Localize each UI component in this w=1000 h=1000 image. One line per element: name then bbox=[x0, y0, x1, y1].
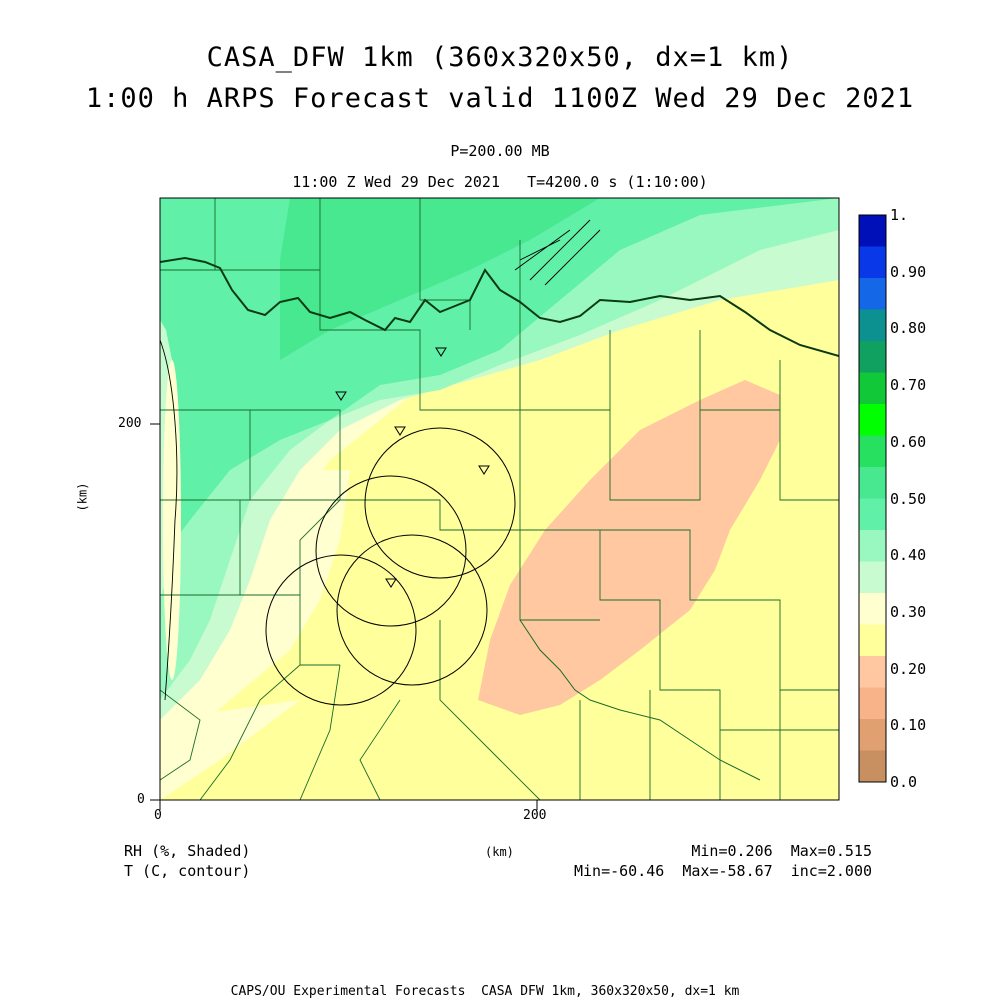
t-stats: Min=-60.46 Max=-58.67 inc=2.000 bbox=[573, 862, 872, 880]
radar-ring-3 bbox=[336, 534, 488, 686]
colorbar-swatch bbox=[859, 750, 886, 783]
radar-ring-2 bbox=[315, 475, 467, 627]
colorbar-label: 0.10 bbox=[890, 716, 927, 735]
radar-ring-1 bbox=[364, 427, 516, 579]
rh-shaded-field bbox=[160, 198, 839, 800]
colorbar-label: 1. bbox=[890, 206, 909, 224]
colorbar-swatch bbox=[859, 719, 886, 751]
plot-frame bbox=[159, 197, 840, 801]
station-marker bbox=[385, 578, 397, 588]
radar-range-rings bbox=[265, 427, 516, 706]
colorbar-swatch bbox=[859, 656, 886, 688]
colorbar-label: 0.20 bbox=[890, 659, 927, 678]
river-border bbox=[519, 619, 761, 781]
footer: CAPS/OU Experimental Forecasts CASA DFW … bbox=[230, 984, 740, 999]
station-markers bbox=[335, 347, 490, 588]
temperature-contours bbox=[160, 219, 601, 701]
colorbar-swatch bbox=[859, 435, 886, 468]
rh-legend: RH (%, Shaded) bbox=[124, 842, 251, 860]
station-marker bbox=[394, 426, 406, 436]
colorbar-swatch bbox=[859, 467, 886, 499]
title-line-1: CASA_DFW 1km (360x320x50, dx=1 km) bbox=[206, 42, 794, 73]
colorbar-swatch bbox=[859, 341, 886, 373]
valid-time: 11:00 Z Wed 29 Dec 2021 T=4200.0 s (1:10… bbox=[292, 173, 708, 191]
colorbar-label: 0.70 bbox=[890, 376, 927, 395]
colorbar-swatch bbox=[859, 561, 886, 594]
colorbar-swatch bbox=[859, 498, 886, 531]
y-tick-0: 0 bbox=[137, 792, 145, 807]
colorbar-swatch bbox=[859, 687, 886, 720]
axis-ticks bbox=[150, 423, 538, 810]
radar-ring-4 bbox=[265, 554, 417, 706]
colorbar-label: 0.80 bbox=[890, 319, 927, 338]
x-tick-200: 200 bbox=[523, 808, 547, 823]
colorbar-swatch bbox=[859, 404, 886, 436]
colorbar-label: 0.0 bbox=[890, 773, 918, 791]
colorbar-swatch bbox=[859, 278, 886, 310]
colorbar-swatch bbox=[859, 372, 886, 405]
x-tick-0: 0 bbox=[154, 808, 162, 823]
t-legend: T (C, contour) bbox=[124, 862, 251, 880]
rh-stats: Min=0.206 Max=0.515 bbox=[691, 842, 872, 860]
colorbar-label: 0.90 bbox=[890, 262, 927, 281]
colorbar-label: 0.60 bbox=[890, 432, 927, 451]
colorbar-swatch bbox=[859, 215, 886, 247]
colorbar-label: 0.40 bbox=[890, 546, 927, 565]
colorbar-swatch bbox=[859, 246, 886, 279]
x-axis-label: (km) bbox=[485, 845, 514, 859]
colorbar-swatch bbox=[859, 530, 886, 562]
county-borders bbox=[160, 198, 839, 800]
y-axis-label: (km) bbox=[75, 482, 90, 512]
colorbar-swatch bbox=[859, 624, 886, 657]
pressure-level: P=200.00 MB bbox=[450, 142, 550, 160]
state-border-line bbox=[160, 256, 839, 357]
station-marker bbox=[435, 347, 447, 357]
station-marker bbox=[335, 391, 347, 401]
colorbar bbox=[858, 214, 887, 783]
colorbar-swatch bbox=[859, 309, 886, 342]
colorbar-label: 0.30 bbox=[890, 602, 927, 621]
colorbar-swatch bbox=[859, 593, 886, 625]
y-tick-200: 200 bbox=[118, 416, 142, 431]
station-marker bbox=[478, 465, 490, 475]
title-line-2: 1:00 h ARPS Forecast valid 1100Z Wed 29 … bbox=[85, 83, 915, 114]
colorbar-label: 0.50 bbox=[890, 489, 927, 508]
